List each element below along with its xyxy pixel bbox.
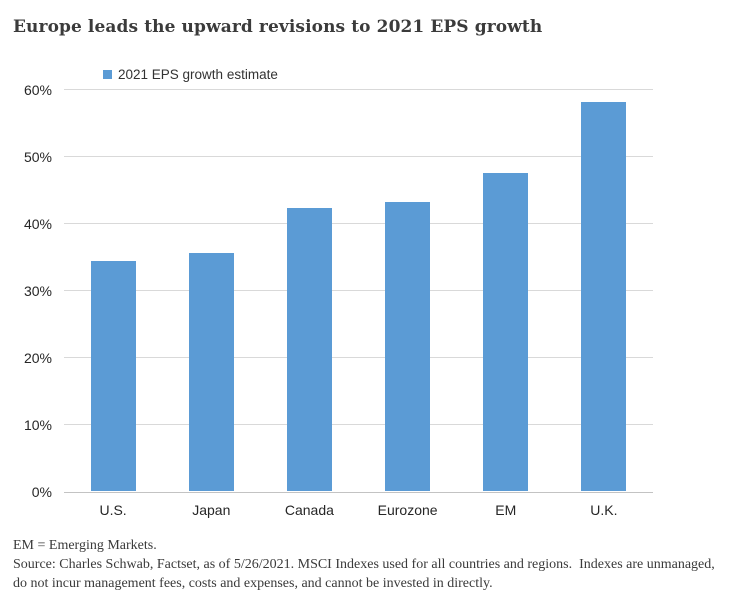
x-tick-label: Canada: [284, 502, 334, 518]
y-tick-label: 0%: [31, 484, 52, 500]
x-axis-line: [64, 492, 653, 493]
y-tick-label: 30%: [23, 283, 52, 299]
bar-uk: [581, 101, 627, 491]
footnote: EM = Emerging Markets. Source: Charles S…: [13, 536, 715, 593]
gridline: [64, 223, 653, 224]
y-tick-label: 50%: [23, 149, 52, 165]
legend-label: 2021 EPS growth estimate: [118, 66, 278, 82]
footnote-line: do not incur management fees, costs and …: [13, 576, 493, 591]
gridline: [64, 290, 653, 291]
footnote-line: Source: Charles Schwab, Factset, as of 5…: [13, 557, 715, 572]
plot-area: [64, 89, 653, 493]
x-tick-label: U.K.: [590, 502, 618, 518]
gridline: [64, 424, 653, 425]
x-tick-label: Eurozone: [377, 502, 438, 518]
bar-us: [90, 260, 136, 491]
x-tick-label: U.S.: [99, 502, 127, 518]
y-tick-label: 20%: [23, 350, 52, 366]
gridline: [64, 89, 653, 90]
chart-legend: 2021 EPS growth estimate: [103, 65, 278, 83]
y-tick-label: 60%: [23, 82, 52, 98]
x-tick-label: Japan: [192, 502, 231, 518]
bar-canada: [286, 207, 332, 491]
x-tick-label: EM: [495, 502, 517, 518]
chart-title: Europe leads the upward revisions to 202…: [13, 17, 543, 37]
footnote-line: EM = Emerging Markets.: [13, 538, 157, 553]
bar-eurozone: [385, 202, 431, 491]
bar-em: [483, 173, 529, 491]
bar-japan: [188, 253, 234, 491]
gridline: [64, 357, 653, 358]
y-tick-label: 10%: [23, 417, 52, 433]
gridline: [64, 156, 653, 157]
y-tick-label: 40%: [23, 216, 52, 232]
legend-swatch-icon: [103, 69, 112, 79]
